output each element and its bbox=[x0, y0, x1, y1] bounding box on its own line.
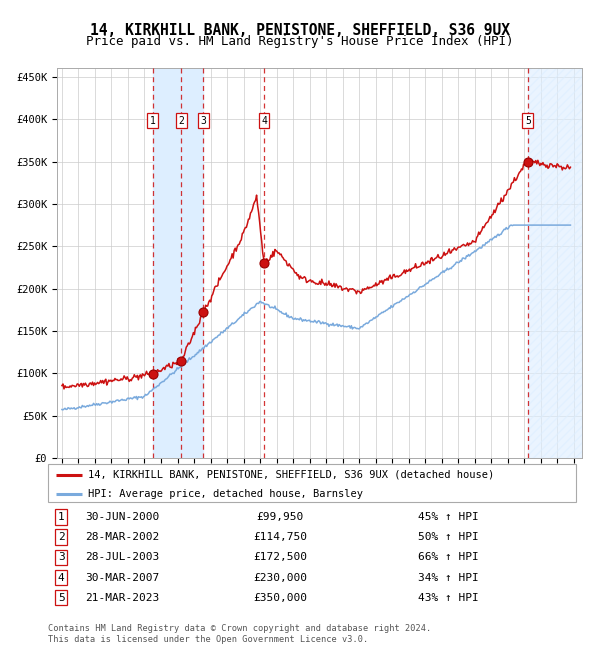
Text: 2: 2 bbox=[178, 116, 184, 126]
Text: £230,000: £230,000 bbox=[253, 573, 307, 582]
Text: £99,950: £99,950 bbox=[257, 512, 304, 522]
Text: 1: 1 bbox=[149, 116, 155, 126]
Text: 50% ↑ HPI: 50% ↑ HPI bbox=[418, 532, 478, 542]
Text: 5: 5 bbox=[525, 116, 531, 126]
Text: 28-MAR-2002: 28-MAR-2002 bbox=[85, 532, 159, 542]
Bar bbox=[528, 68, 582, 458]
Text: 2: 2 bbox=[58, 532, 65, 542]
FancyBboxPatch shape bbox=[48, 464, 576, 502]
Text: 14, KIRKHILL BANK, PENISTONE, SHEFFIELD, S36 9UX: 14, KIRKHILL BANK, PENISTONE, SHEFFIELD,… bbox=[90, 23, 510, 38]
Text: Contains HM Land Registry data © Crown copyright and database right 2024.
This d: Contains HM Land Registry data © Crown c… bbox=[48, 624, 431, 644]
Bar bbox=[181, 68, 203, 458]
Text: 28-JUL-2003: 28-JUL-2003 bbox=[85, 552, 159, 562]
Text: £172,500: £172,500 bbox=[253, 552, 307, 562]
Text: 3: 3 bbox=[58, 552, 65, 562]
Text: £114,750: £114,750 bbox=[253, 532, 307, 542]
Bar bbox=[152, 68, 181, 458]
Text: 21-MAR-2023: 21-MAR-2023 bbox=[85, 593, 159, 603]
Text: Price paid vs. HM Land Registry's House Price Index (HPI): Price paid vs. HM Land Registry's House … bbox=[86, 35, 514, 48]
Text: 3: 3 bbox=[200, 116, 206, 126]
Text: 30-MAR-2007: 30-MAR-2007 bbox=[85, 573, 159, 582]
Text: HPI: Average price, detached house, Barnsley: HPI: Average price, detached house, Barn… bbox=[88, 489, 362, 499]
Text: 1: 1 bbox=[58, 512, 65, 522]
Text: 30-JUN-2000: 30-JUN-2000 bbox=[85, 512, 159, 522]
Text: 4: 4 bbox=[58, 573, 65, 582]
Text: £350,000: £350,000 bbox=[253, 593, 307, 603]
Text: 14, KIRKHILL BANK, PENISTONE, SHEFFIELD, S36 9UX (detached house): 14, KIRKHILL BANK, PENISTONE, SHEFFIELD,… bbox=[88, 470, 494, 480]
Text: 34% ↑ HPI: 34% ↑ HPI bbox=[418, 573, 478, 582]
Text: 45% ↑ HPI: 45% ↑ HPI bbox=[418, 512, 478, 522]
Text: 43% ↑ HPI: 43% ↑ HPI bbox=[418, 593, 478, 603]
Text: 5: 5 bbox=[58, 593, 65, 603]
Text: 4: 4 bbox=[261, 116, 267, 126]
Text: 66% ↑ HPI: 66% ↑ HPI bbox=[418, 552, 478, 562]
